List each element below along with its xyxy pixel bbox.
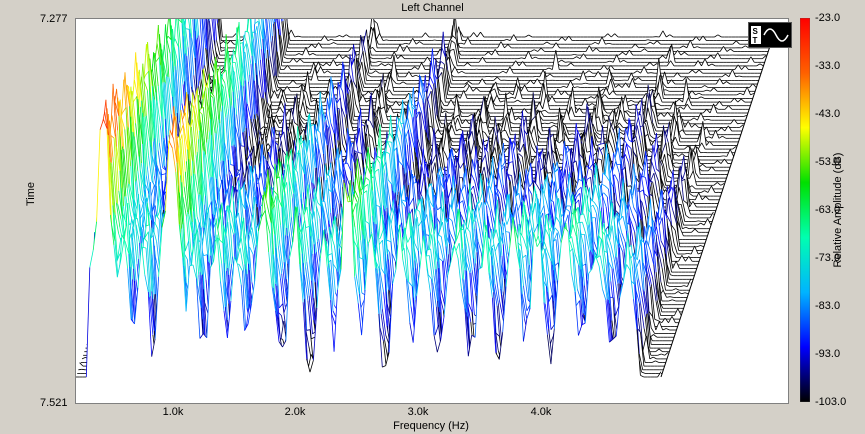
waterfall-slices [76,19,773,378]
x-tick-2k: 2.0k [285,406,306,418]
plot-edge [660,36,774,378]
colorbar-tick: -73.0 [815,252,840,264]
x-tick-4k: 4.0k [531,406,552,418]
colorbar-tick: -33.0 [815,60,840,72]
logo-icon: S T [748,22,792,48]
colorbar-tick: -43.0 [815,108,840,120]
chart-title: Left Channel [0,2,865,14]
y-axis-label: Time [25,182,37,206]
x-tick-1k: 1.0k [163,406,184,418]
colorbar-tick: -53.0 [815,156,840,168]
colorbar-tick: -63.0 [815,204,840,216]
x-tick-3k: 3.0k [408,406,429,418]
y-tick-bottom: 7.521 [40,397,68,409]
colorbar-title: Relative Amplitude (dB) [832,153,844,268]
waterfall-plot [75,18,789,404]
colorbar [800,18,810,402]
colorbar-tick: -83.0 [815,300,840,312]
colorbar-tick: -103.0 [815,396,846,408]
colorbar-tick: -23.0 [815,12,840,24]
y-tick-top: 7.277 [40,13,68,25]
colorbar-tick: -93.0 [815,348,840,360]
x-axis-label: Frequency (Hz) [75,420,787,432]
